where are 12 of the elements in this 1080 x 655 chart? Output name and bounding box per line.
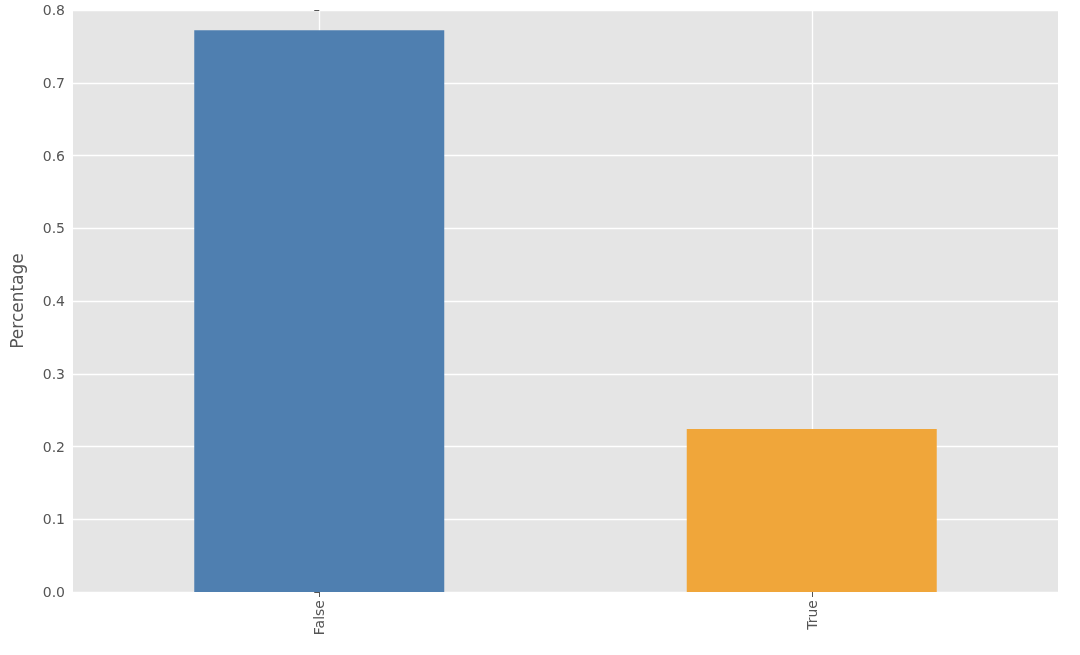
y-tick-label: 0.7	[42, 74, 65, 91]
y-axis-title: Percentage	[6, 253, 27, 349]
y-tick-label: 0.3	[42, 365, 65, 382]
y-tick-label: 0.1	[42, 511, 65, 528]
y-tick-label: 0.4	[42, 293, 66, 309]
y-tick-label: 0.6	[42, 147, 66, 164]
y-tick-label: 0.5	[42, 220, 65, 237]
x-tick-label: True	[803, 600, 820, 631]
y-tick-label: 0.8	[42, 2, 65, 18]
y-tick-label: 0.2	[42, 438, 65, 455]
x-tick-label: False	[311, 600, 328, 636]
y-tick-label: 0.0	[42, 584, 65, 600]
